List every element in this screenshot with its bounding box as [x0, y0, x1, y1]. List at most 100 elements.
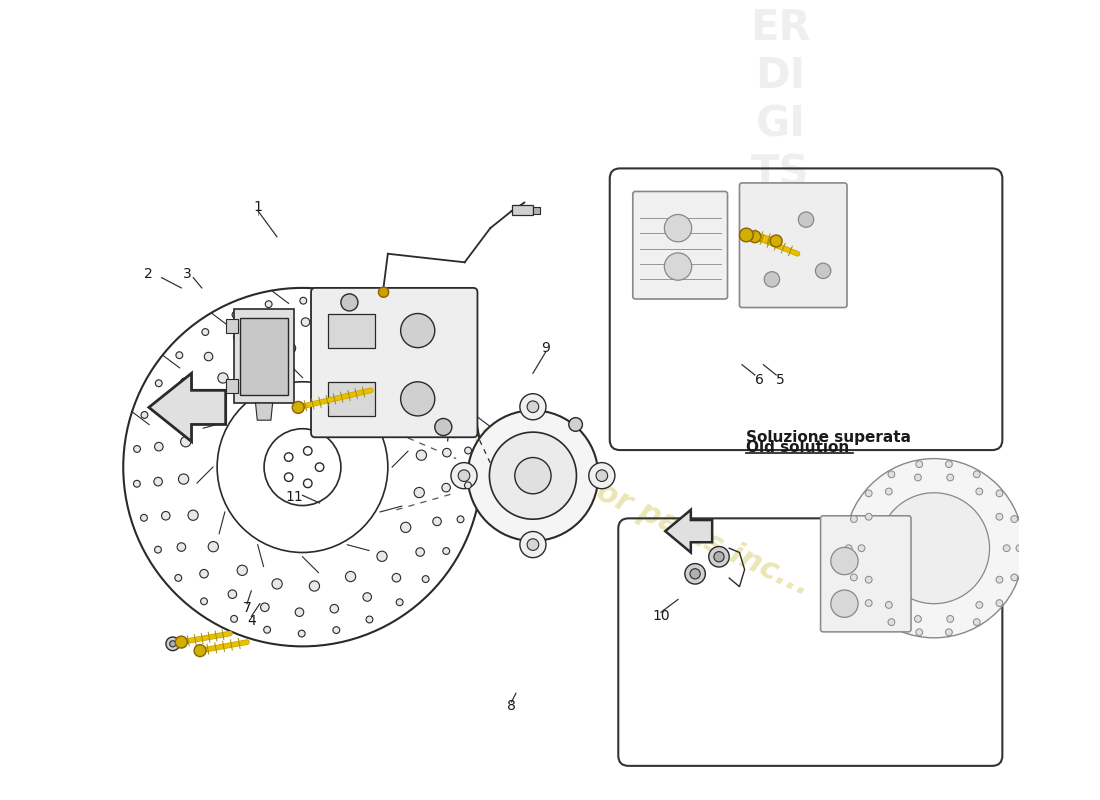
Circle shape — [588, 462, 615, 489]
Circle shape — [202, 329, 209, 335]
Circle shape — [879, 493, 990, 604]
Circle shape — [946, 629, 953, 636]
Circle shape — [366, 616, 373, 623]
Circle shape — [133, 480, 141, 487]
Circle shape — [515, 458, 551, 494]
Circle shape — [845, 458, 1024, 638]
Circle shape — [400, 522, 410, 533]
Circle shape — [336, 322, 344, 331]
Circle shape — [238, 566, 248, 575]
Circle shape — [133, 446, 141, 452]
Circle shape — [309, 581, 319, 591]
Circle shape — [490, 432, 576, 519]
Circle shape — [422, 576, 429, 582]
Text: 2: 2 — [144, 267, 153, 282]
Circle shape — [295, 608, 304, 617]
Circle shape — [266, 322, 275, 330]
Circle shape — [386, 382, 397, 393]
Circle shape — [866, 514, 872, 520]
Circle shape — [419, 383, 428, 391]
Circle shape — [155, 380, 162, 386]
Circle shape — [764, 272, 780, 287]
Circle shape — [520, 394, 546, 420]
Text: 9: 9 — [541, 341, 550, 354]
Circle shape — [330, 605, 339, 613]
Circle shape — [1011, 574, 1018, 581]
Text: ER
DI
GI
TS: ER DI GI TS — [750, 6, 811, 194]
Circle shape — [232, 311, 239, 318]
Circle shape — [180, 378, 189, 386]
Circle shape — [341, 294, 358, 311]
Circle shape — [164, 409, 173, 417]
Circle shape — [739, 228, 754, 242]
Text: a passion for parts inc...: a passion for parts inc... — [422, 398, 815, 601]
Circle shape — [169, 641, 176, 647]
Circle shape — [451, 462, 477, 489]
Bar — [328, 314, 375, 348]
Text: 10: 10 — [652, 610, 670, 623]
Circle shape — [378, 287, 388, 298]
Circle shape — [464, 447, 472, 454]
Circle shape — [974, 471, 980, 478]
Text: 5: 5 — [777, 373, 784, 387]
Circle shape — [414, 487, 425, 498]
Circle shape — [141, 514, 147, 522]
Bar — [226, 319, 239, 333]
Text: Old solution: Old solution — [746, 440, 849, 454]
Circle shape — [714, 552, 724, 562]
Circle shape — [264, 626, 271, 633]
Circle shape — [233, 333, 242, 342]
Circle shape — [996, 490, 1003, 497]
Circle shape — [569, 418, 582, 431]
Circle shape — [162, 511, 170, 520]
Circle shape — [464, 482, 471, 489]
Text: 4: 4 — [246, 614, 255, 628]
Text: Soluzione superata: Soluzione superata — [746, 430, 911, 445]
Circle shape — [442, 483, 450, 492]
Circle shape — [916, 461, 923, 467]
Circle shape — [367, 312, 374, 319]
Circle shape — [947, 615, 954, 622]
Circle shape — [298, 630, 305, 637]
Circle shape — [393, 574, 400, 582]
Circle shape — [888, 618, 894, 626]
Circle shape — [830, 547, 858, 574]
Bar — [234, 310, 294, 403]
Circle shape — [432, 517, 441, 526]
Circle shape — [407, 414, 417, 424]
Circle shape — [946, 461, 953, 467]
Circle shape — [443, 381, 450, 388]
Circle shape — [231, 615, 238, 622]
Circle shape — [396, 599, 403, 606]
Circle shape — [358, 359, 367, 369]
Circle shape — [815, 263, 830, 278]
Polygon shape — [148, 374, 225, 442]
Bar — [532, 207, 540, 214]
Circle shape — [175, 636, 187, 648]
Circle shape — [886, 488, 892, 495]
FancyBboxPatch shape — [632, 191, 727, 299]
Bar — [240, 318, 288, 394]
Circle shape — [866, 600, 872, 606]
Circle shape — [858, 545, 865, 552]
Circle shape — [301, 318, 310, 326]
Circle shape — [520, 531, 546, 558]
Circle shape — [368, 336, 377, 344]
Circle shape — [468, 410, 598, 541]
Circle shape — [914, 474, 922, 481]
Circle shape — [976, 602, 982, 608]
Polygon shape — [255, 403, 273, 420]
FancyBboxPatch shape — [821, 516, 911, 632]
Circle shape — [200, 570, 208, 578]
Circle shape — [888, 471, 894, 478]
Circle shape — [205, 352, 212, 361]
Circle shape — [1016, 545, 1023, 552]
Circle shape — [166, 637, 179, 650]
Circle shape — [434, 418, 452, 435]
Circle shape — [261, 603, 270, 611]
Circle shape — [690, 569, 701, 579]
Circle shape — [664, 214, 692, 242]
Circle shape — [596, 470, 607, 482]
Circle shape — [916, 629, 923, 636]
Circle shape — [443, 548, 450, 554]
